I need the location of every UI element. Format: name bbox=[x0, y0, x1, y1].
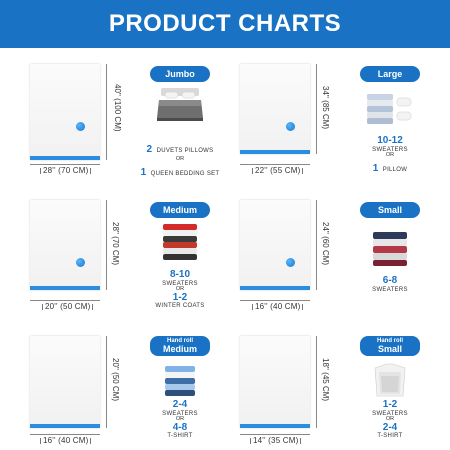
chart-cell-hand-roll-medium: 20'' (50 CM) 16'' (40 CM) Hand roll Medi… bbox=[0, 336, 225, 450]
height-dimension-line bbox=[106, 200, 107, 290]
zipper-seal bbox=[30, 286, 100, 290]
height-label: 28'' (70 CM) bbox=[111, 222, 120, 266]
width-label: 22'' (55 CM) bbox=[250, 166, 305, 175]
capacity-text: 2 DUVETS PILLOWS OR 1 QUEEN BEDDING SET bbox=[140, 140, 220, 179]
zipper-seal bbox=[240, 424, 310, 428]
capacity-item: SWEATERS bbox=[372, 410, 408, 417]
zipper-seal bbox=[240, 286, 310, 290]
zipper-seal bbox=[30, 424, 100, 428]
chart-cell-jumbo: 40'' (100 CM) 28'' (70 CM) Jumbo 2 DUVET… bbox=[0, 64, 225, 194]
width-label: 28'' (70 CM) bbox=[38, 166, 93, 175]
capacity-number: 6-8 bbox=[382, 275, 398, 286]
badge-subtitle: Hand roll bbox=[166, 338, 193, 344]
vacuum-bag-image bbox=[240, 64, 310, 154]
valve-icon bbox=[286, 122, 295, 131]
height-dimension-line bbox=[106, 64, 107, 160]
capacity-number: 8-10 bbox=[169, 269, 190, 280]
width-dimension-line bbox=[240, 434, 310, 435]
capacity-text: 2-4 SWEATERS OR 4-8 T-SHIRT bbox=[140, 399, 220, 440]
vacuum-bag-image bbox=[30, 200, 100, 290]
valve-icon bbox=[286, 258, 295, 267]
height-dimension-line bbox=[106, 336, 107, 428]
capacity-text: 8-10 SWEATERS OR 1-2 WINTER COATS bbox=[140, 269, 220, 310]
width-dimension-line bbox=[30, 164, 100, 165]
header-banner: PRODUCT CHARTS bbox=[0, 0, 450, 48]
height-label: 20'' (50 CM) bbox=[111, 358, 120, 402]
width-label: 16'' (40 CM) bbox=[250, 302, 305, 311]
capacity-item: WINTER COATS bbox=[155, 303, 205, 310]
capacity-number: 1-2 bbox=[382, 399, 398, 410]
size-badge: Small bbox=[360, 202, 420, 218]
or-separator: OR bbox=[385, 415, 395, 422]
capacity-number: 2-4 bbox=[382, 421, 398, 433]
folded-sweaters-icon bbox=[163, 224, 197, 260]
zipper-seal bbox=[240, 150, 310, 154]
vacuum-bag-image bbox=[30, 64, 100, 160]
badge-title: Medium bbox=[162, 344, 197, 354]
bed-icon bbox=[157, 88, 203, 121]
capacity-item: T-SHIRT bbox=[167, 433, 193, 440]
width-dimension-line bbox=[240, 300, 310, 301]
capacity-item: SWEATERS bbox=[162, 280, 198, 287]
width-dimension-line bbox=[30, 300, 100, 301]
capacity-item: DUVETS PILLOWS bbox=[156, 148, 214, 154]
folded-sweaters-icon bbox=[373, 232, 407, 266]
height-dimension-line bbox=[316, 336, 317, 428]
capacity-item: SWEATERS bbox=[372, 286, 408, 293]
size-badge: Large bbox=[360, 66, 420, 82]
size-badge: Hand roll Small bbox=[360, 336, 420, 356]
capacity-number: 2 bbox=[146, 144, 153, 155]
vacuum-bag-image bbox=[240, 336, 310, 428]
folded-shirts-icon bbox=[165, 366, 195, 396]
height-dimension-line bbox=[316, 200, 317, 290]
valve-icon bbox=[76, 122, 85, 131]
capacity-number: 2-4 bbox=[172, 399, 188, 410]
badge-title: Small bbox=[377, 344, 402, 354]
capacity-item: SWEATERS bbox=[372, 146, 408, 153]
height-dimension-line bbox=[316, 64, 317, 154]
capacity-item: QUEEN BEDDING SET bbox=[150, 170, 220, 177]
chart-cell-large: 34'' (85 CM) 22'' (55 CM) Large 10-12 SW… bbox=[210, 64, 435, 194]
capacity-number: 1 bbox=[372, 162, 379, 174]
vacuum-bag-image bbox=[30, 336, 100, 428]
vacuum-bag-image bbox=[240, 200, 310, 290]
zipper-seal bbox=[30, 156, 100, 160]
size-badge: Jumbo bbox=[150, 66, 210, 82]
capacity-text: 6-8 SWEATERS bbox=[350, 275, 430, 293]
width-label: 20'' (50 CM) bbox=[40, 302, 95, 311]
or-separator: OR bbox=[175, 285, 185, 292]
capacity-number: 1-2 bbox=[172, 291, 188, 303]
width-label: 14'' (35 CM) bbox=[248, 436, 303, 445]
page-title: PRODUCT CHARTS bbox=[108, 10, 342, 37]
capacity-number: 10-12 bbox=[377, 135, 403, 146]
height-label: 24'' (60 CM) bbox=[321, 222, 330, 266]
capacity-number: 1 bbox=[140, 166, 147, 178]
capacity-text: 10-12 SWEATERS OR 1 PILLOW bbox=[350, 135, 430, 175]
capacity-item: T-SHIRT bbox=[377, 433, 403, 440]
folded-shirts-icon bbox=[374, 363, 406, 397]
width-dimension-line bbox=[240, 164, 310, 165]
or-separator: OR bbox=[175, 155, 185, 162]
folded-sweaters-icon bbox=[367, 94, 412, 124]
badge-subtitle: Hand roll bbox=[376, 338, 403, 344]
height-label: 40'' (100 CM) bbox=[113, 84, 122, 132]
or-separator: OR bbox=[385, 151, 395, 158]
capacity-text: 1-2 SWEATERS OR 2-4 T-SHIRT bbox=[350, 399, 430, 440]
width-dimension-line bbox=[30, 434, 100, 435]
size-badge: Medium bbox=[150, 202, 210, 218]
height-label: 34'' (85 CM) bbox=[321, 86, 330, 130]
capacity-item: SWEATERS bbox=[162, 410, 198, 417]
or-separator: OR bbox=[175, 415, 185, 422]
chart-cell-hand-roll-small: 18'' (45 CM) 14'' (35 CM) Hand roll Smal… bbox=[210, 336, 435, 450]
height-label: 18'' (45 CM) bbox=[321, 358, 330, 402]
valve-icon bbox=[76, 258, 85, 267]
width-label: 16'' (40 CM) bbox=[38, 436, 93, 445]
capacity-item: PILLOW bbox=[382, 166, 408, 173]
capacity-number: 4-8 bbox=[172, 421, 188, 433]
size-badge: Hand roll Medium bbox=[150, 336, 210, 356]
chart-cell-medium: 28'' (70 CM) 20'' (50 CM) Medium 8-10 SW… bbox=[0, 200, 225, 330]
chart-cell-small: 24'' (60 CM) 16'' (40 CM) Small 6-8 SWEA… bbox=[210, 200, 435, 330]
